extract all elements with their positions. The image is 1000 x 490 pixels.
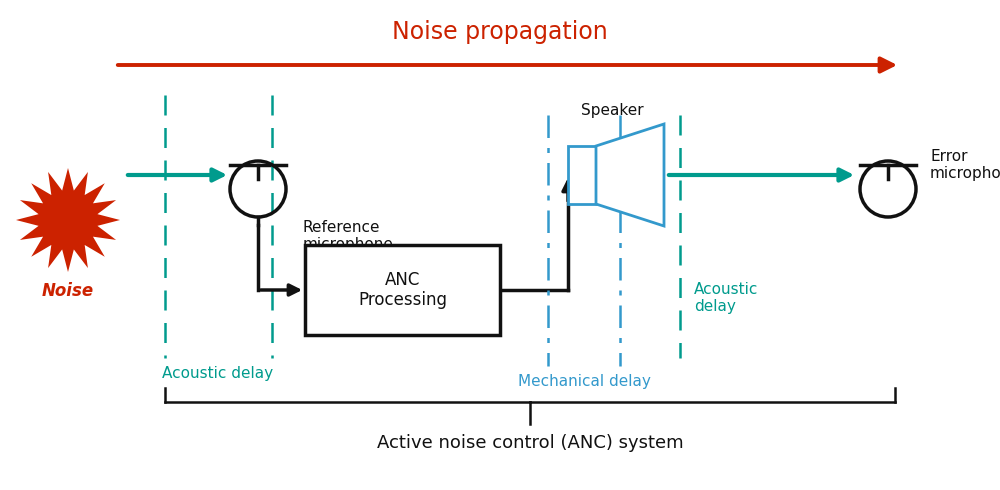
- Polygon shape: [16, 168, 120, 272]
- Text: Acoustic delay: Acoustic delay: [162, 366, 274, 381]
- Text: Active noise control (ANC) system: Active noise control (ANC) system: [377, 434, 683, 452]
- Bar: [568, 146, 596, 204]
- Text: Noise propagation: Noise propagation: [392, 20, 608, 44]
- Text: ANC
Processing: ANC Processing: [358, 270, 447, 309]
- Text: Error
microphone: Error microphone: [930, 149, 1000, 181]
- Text: Speaker: Speaker: [581, 103, 643, 118]
- Text: Reference
microphone: Reference microphone: [303, 220, 394, 252]
- Bar: [305, 245, 500, 335]
- Text: Mechanical delay: Mechanical delay: [518, 374, 650, 389]
- Polygon shape: [596, 124, 664, 226]
- Text: Acoustic
delay: Acoustic delay: [694, 282, 758, 314]
- Text: Noise: Noise: [42, 282, 94, 300]
